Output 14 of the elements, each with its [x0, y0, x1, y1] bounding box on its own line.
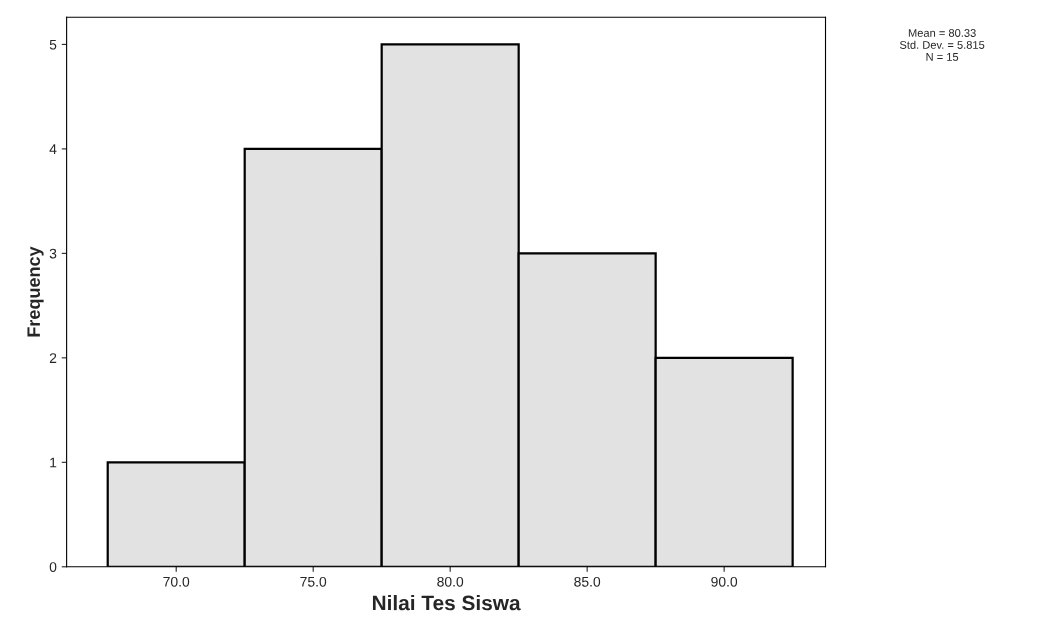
- x-tick-label: 90.0: [711, 576, 738, 587]
- x-tick-label: 70.0: [163, 576, 190, 587]
- x-tick-label: 80.0: [437, 576, 464, 587]
- x-tick-label: 75.0: [300, 576, 327, 587]
- x-tick-label: 85.0: [574, 576, 601, 587]
- y-tick-label: 5: [49, 39, 57, 50]
- y-tick-label: 3: [49, 248, 57, 259]
- y-tick-label: 2: [49, 353, 57, 363]
- y-tick-label: 4: [49, 144, 57, 154]
- x-axis-title: Nilai Tes Siswa: [372, 595, 521, 611]
- text: Mean = 80.33 Std. Dev. = 5.815 N = 15: [899, 29, 985, 61]
- y-tick-label: 1: [50, 457, 57, 468]
- y-tick-label: 0: [49, 562, 57, 572]
- y-axis-title: Frequency: [27, 246, 44, 337]
